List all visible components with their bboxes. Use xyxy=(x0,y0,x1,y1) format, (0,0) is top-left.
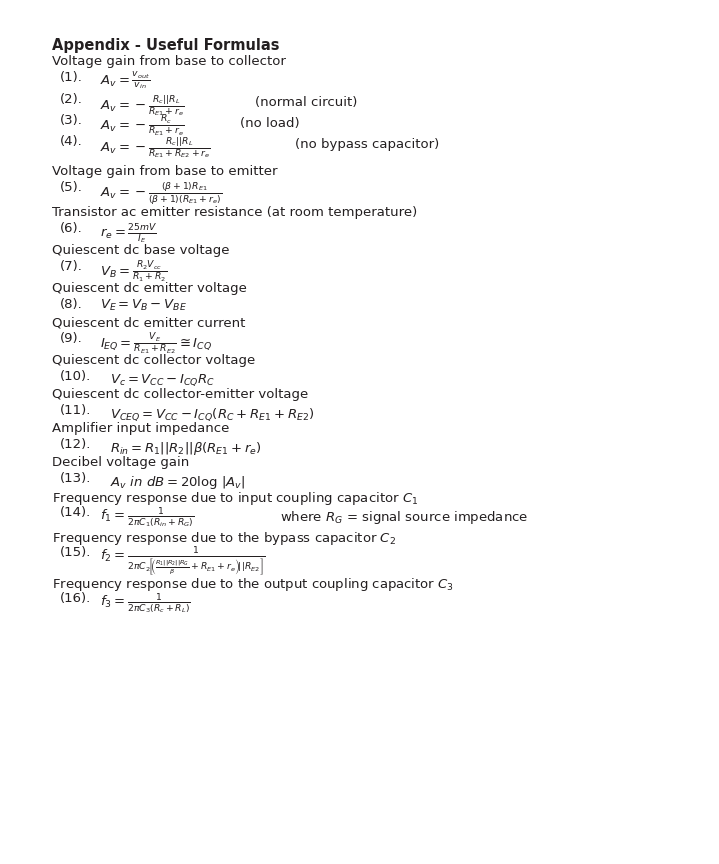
Text: $A_v = -\frac{R_c||R_L}{R_{E1}+R_{E2}+r_e}$: $A_v = -\frac{R_c||R_L}{R_{E1}+R_{E2}+r_… xyxy=(100,135,211,160)
Text: Quiescent dc collector-emitter voltage: Quiescent dc collector-emitter voltage xyxy=(52,388,308,401)
Text: (7).: (7). xyxy=(60,260,83,273)
Text: (11).: (11). xyxy=(60,404,91,417)
Text: (1).: (1). xyxy=(60,71,83,84)
Text: (13).: (13). xyxy=(60,472,91,485)
Text: (no load): (no load) xyxy=(240,117,300,130)
Text: $f_1 = \frac{1}{2\pi C_1(R_{in}+R_G)}$: $f_1 = \frac{1}{2\pi C_1(R_{in}+R_G)}$ xyxy=(100,506,194,530)
Text: (16).: (16). xyxy=(60,592,91,605)
Text: (normal circuit): (normal circuit) xyxy=(255,96,357,109)
Text: (2).: (2). xyxy=(60,93,83,106)
Text: (no bypass capacitor): (no bypass capacitor) xyxy=(295,138,439,151)
Text: $f_2 = \frac{1}{2\pi C_2\!\left[\!\left(\frac{R_1||R_2||R_G}{\beta}+R_{E1}+r_e\r: $f_2 = \frac{1}{2\pi C_2\!\left[\!\left(… xyxy=(100,546,265,578)
Text: (5).: (5). xyxy=(60,181,83,194)
Text: (10).: (10). xyxy=(60,370,91,383)
Text: (15).: (15). xyxy=(60,546,91,559)
Text: $A_v = -\frac{R_c||R_L}{R_{E1}+r_e}$: $A_v = -\frac{R_c||R_L}{R_{E1}+r_e}$ xyxy=(100,93,185,118)
Text: $V_E = V_B - V_{BE}$: $V_E = V_B - V_{BE}$ xyxy=(100,298,187,313)
Text: (9).: (9). xyxy=(60,332,83,345)
Text: where $R_G$ = signal source impedance: where $R_G$ = signal source impedance xyxy=(280,509,528,526)
Text: $V_c = V_{CC} - I_{CQ}R_C$: $V_c = V_{CC} - I_{CQ}R_C$ xyxy=(110,372,215,388)
Text: Voltage gain from base to emitter: Voltage gain from base to emitter xyxy=(52,165,278,178)
Text: $A_v\ in\ dB = 20\mathrm{log}\ |A_v|$: $A_v\ in\ dB = 20\mathrm{log}\ |A_v|$ xyxy=(110,474,245,491)
Text: Appendix - Useful Formulas: Appendix - Useful Formulas xyxy=(52,38,280,53)
Text: Frequency response due to the bypass capacitor $C_2$: Frequency response due to the bypass cap… xyxy=(52,530,396,547)
Text: (4).: (4). xyxy=(60,135,83,148)
Text: $R_{in} = R_1||R_2||\beta(R_{E1} + r_e)$: $R_{in} = R_1||R_2||\beta(R_{E1} + r_e)$ xyxy=(110,440,262,457)
Text: $f_3 = \frac{1}{2\pi C_3(R_c+R_L)}$: $f_3 = \frac{1}{2\pi C_3(R_c+R_L)}$ xyxy=(100,592,191,616)
Text: $I_{EQ} = \frac{V_E}{R_{E1}+R_{E2}} \cong I_{CQ}$: $I_{EQ} = \frac{V_E}{R_{E1}+R_{E2}} \con… xyxy=(100,332,212,357)
Text: Frequency response due to input coupling capacitor $C_1$: Frequency response due to input coupling… xyxy=(52,490,418,507)
Text: (6).: (6). xyxy=(60,222,83,235)
Text: $A_v = -\frac{R_c}{R_{E1}+r_e}$: $A_v = -\frac{R_c}{R_{E1}+r_e}$ xyxy=(100,114,185,139)
Text: $A_v = \frac{v_{out}}{v_{in}}$: $A_v = \frac{v_{out}}{v_{in}}$ xyxy=(100,71,150,92)
Text: (14).: (14). xyxy=(60,506,91,519)
Text: (12).: (12). xyxy=(60,438,91,451)
Text: Quiescent dc collector voltage: Quiescent dc collector voltage xyxy=(52,354,255,367)
Text: $r_e = \frac{25mV}{I_E}$: $r_e = \frac{25mV}{I_E}$ xyxy=(100,222,157,245)
Text: $V_{CEQ} = V_{CC} - I_{CQ}(R_C + R_{E1} + R_{E2})$: $V_{CEQ} = V_{CC} - I_{CQ}(R_C + R_{E1} … xyxy=(110,406,314,422)
Text: (3).: (3). xyxy=(60,114,83,127)
Text: Quiescent dc emitter voltage: Quiescent dc emitter voltage xyxy=(52,282,247,295)
Text: Quiescent dc emitter current: Quiescent dc emitter current xyxy=(52,316,245,329)
Text: Voltage gain from base to collector: Voltage gain from base to collector xyxy=(52,55,286,68)
Text: Decibel voltage gain: Decibel voltage gain xyxy=(52,456,189,469)
Text: Frequency response due to the output coupling capacitor $C_3$: Frequency response due to the output cou… xyxy=(52,576,454,593)
Text: Quiescent dc base voltage: Quiescent dc base voltage xyxy=(52,244,229,257)
Text: $V_B = \frac{R_2 V_{cc}}{R_1+R_2}$: $V_B = \frac{R_2 V_{cc}}{R_1+R_2}$ xyxy=(100,260,167,285)
Text: Amplifier input impedance: Amplifier input impedance xyxy=(52,422,229,435)
Text: Transistor ac emitter resistance (at room temperature): Transistor ac emitter resistance (at roo… xyxy=(52,206,417,219)
Text: (8).: (8). xyxy=(60,298,83,311)
Text: $A_v = -\frac{(\beta+1)R_{E1}}{(\beta+1)(R_{E1}+r_e)}$: $A_v = -\frac{(\beta+1)R_{E1}}{(\beta+1)… xyxy=(100,181,222,207)
